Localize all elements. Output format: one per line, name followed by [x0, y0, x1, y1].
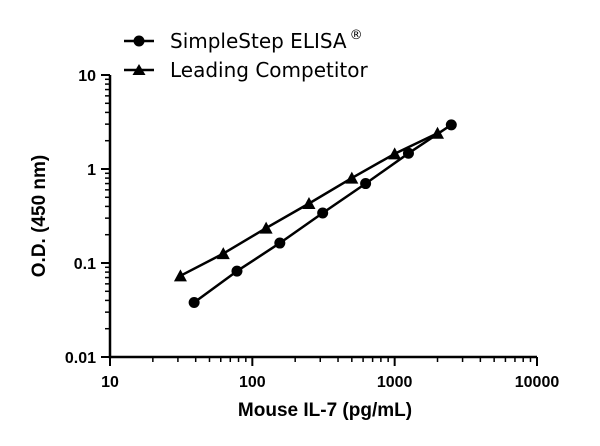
- series-layer: [173, 119, 457, 309]
- legend: SimpleStep ELISA ® Leading Competitor: [124, 28, 368, 82]
- legend-label-simplestep: SimpleStep ELISA ®: [170, 28, 363, 53]
- data-point-triangle: [302, 196, 316, 209]
- data-point-triangle: [345, 171, 359, 184]
- data-point-circle: [445, 119, 457, 131]
- x-axis-title: Mouse IL-7 (pg/mL): [238, 400, 412, 421]
- series-simplestep: [188, 119, 457, 309]
- x-tick-label: 100: [239, 374, 266, 391]
- y-tick-label: 1: [87, 162, 96, 179]
- data-point-circle: [274, 237, 286, 249]
- x-tick-label: 1000: [377, 374, 413, 391]
- data-point-triangle: [173, 269, 187, 282]
- data-point-circle: [360, 178, 372, 190]
- axes: 10 100 1000 10000 0.01 0.1 1 10: [65, 68, 559, 391]
- data-point-circle: [317, 207, 329, 219]
- legend-entry-competitor: Leading Competitor: [124, 58, 368, 82]
- data-point-triangle: [259, 221, 273, 234]
- data-point-triangle: [388, 147, 402, 160]
- legend-label-competitor: Leading Competitor: [170, 58, 368, 82]
- data-point-circle: [188, 297, 200, 309]
- y-axis-title: O.D. (450 nm): [29, 155, 50, 277]
- legend-marker-circle: [133, 35, 145, 47]
- data-point-triangle: [216, 247, 230, 260]
- data-point-circle: [402, 147, 414, 159]
- y-tick-label: 0.1: [74, 256, 96, 273]
- legend-entry-simplestep: SimpleStep ELISA ®: [124, 28, 363, 53]
- x-tick-label: 10000: [515, 374, 560, 391]
- data-point-circle: [231, 265, 243, 277]
- y-tick-label: 0.01: [65, 350, 96, 367]
- x-tick-label: 10: [101, 374, 119, 391]
- series-competitor: [173, 126, 445, 282]
- legend-marker-triangle: [132, 64, 146, 75]
- data-point-triangle: [431, 126, 445, 139]
- y-tick-label: 10: [78, 68, 96, 85]
- registered-mark: ®: [350, 28, 363, 43]
